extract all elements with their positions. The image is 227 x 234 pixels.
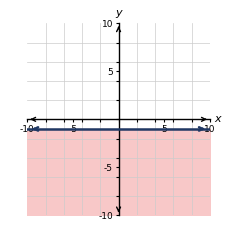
- Text: y: y: [115, 8, 121, 18]
- Text: x: x: [213, 114, 220, 124]
